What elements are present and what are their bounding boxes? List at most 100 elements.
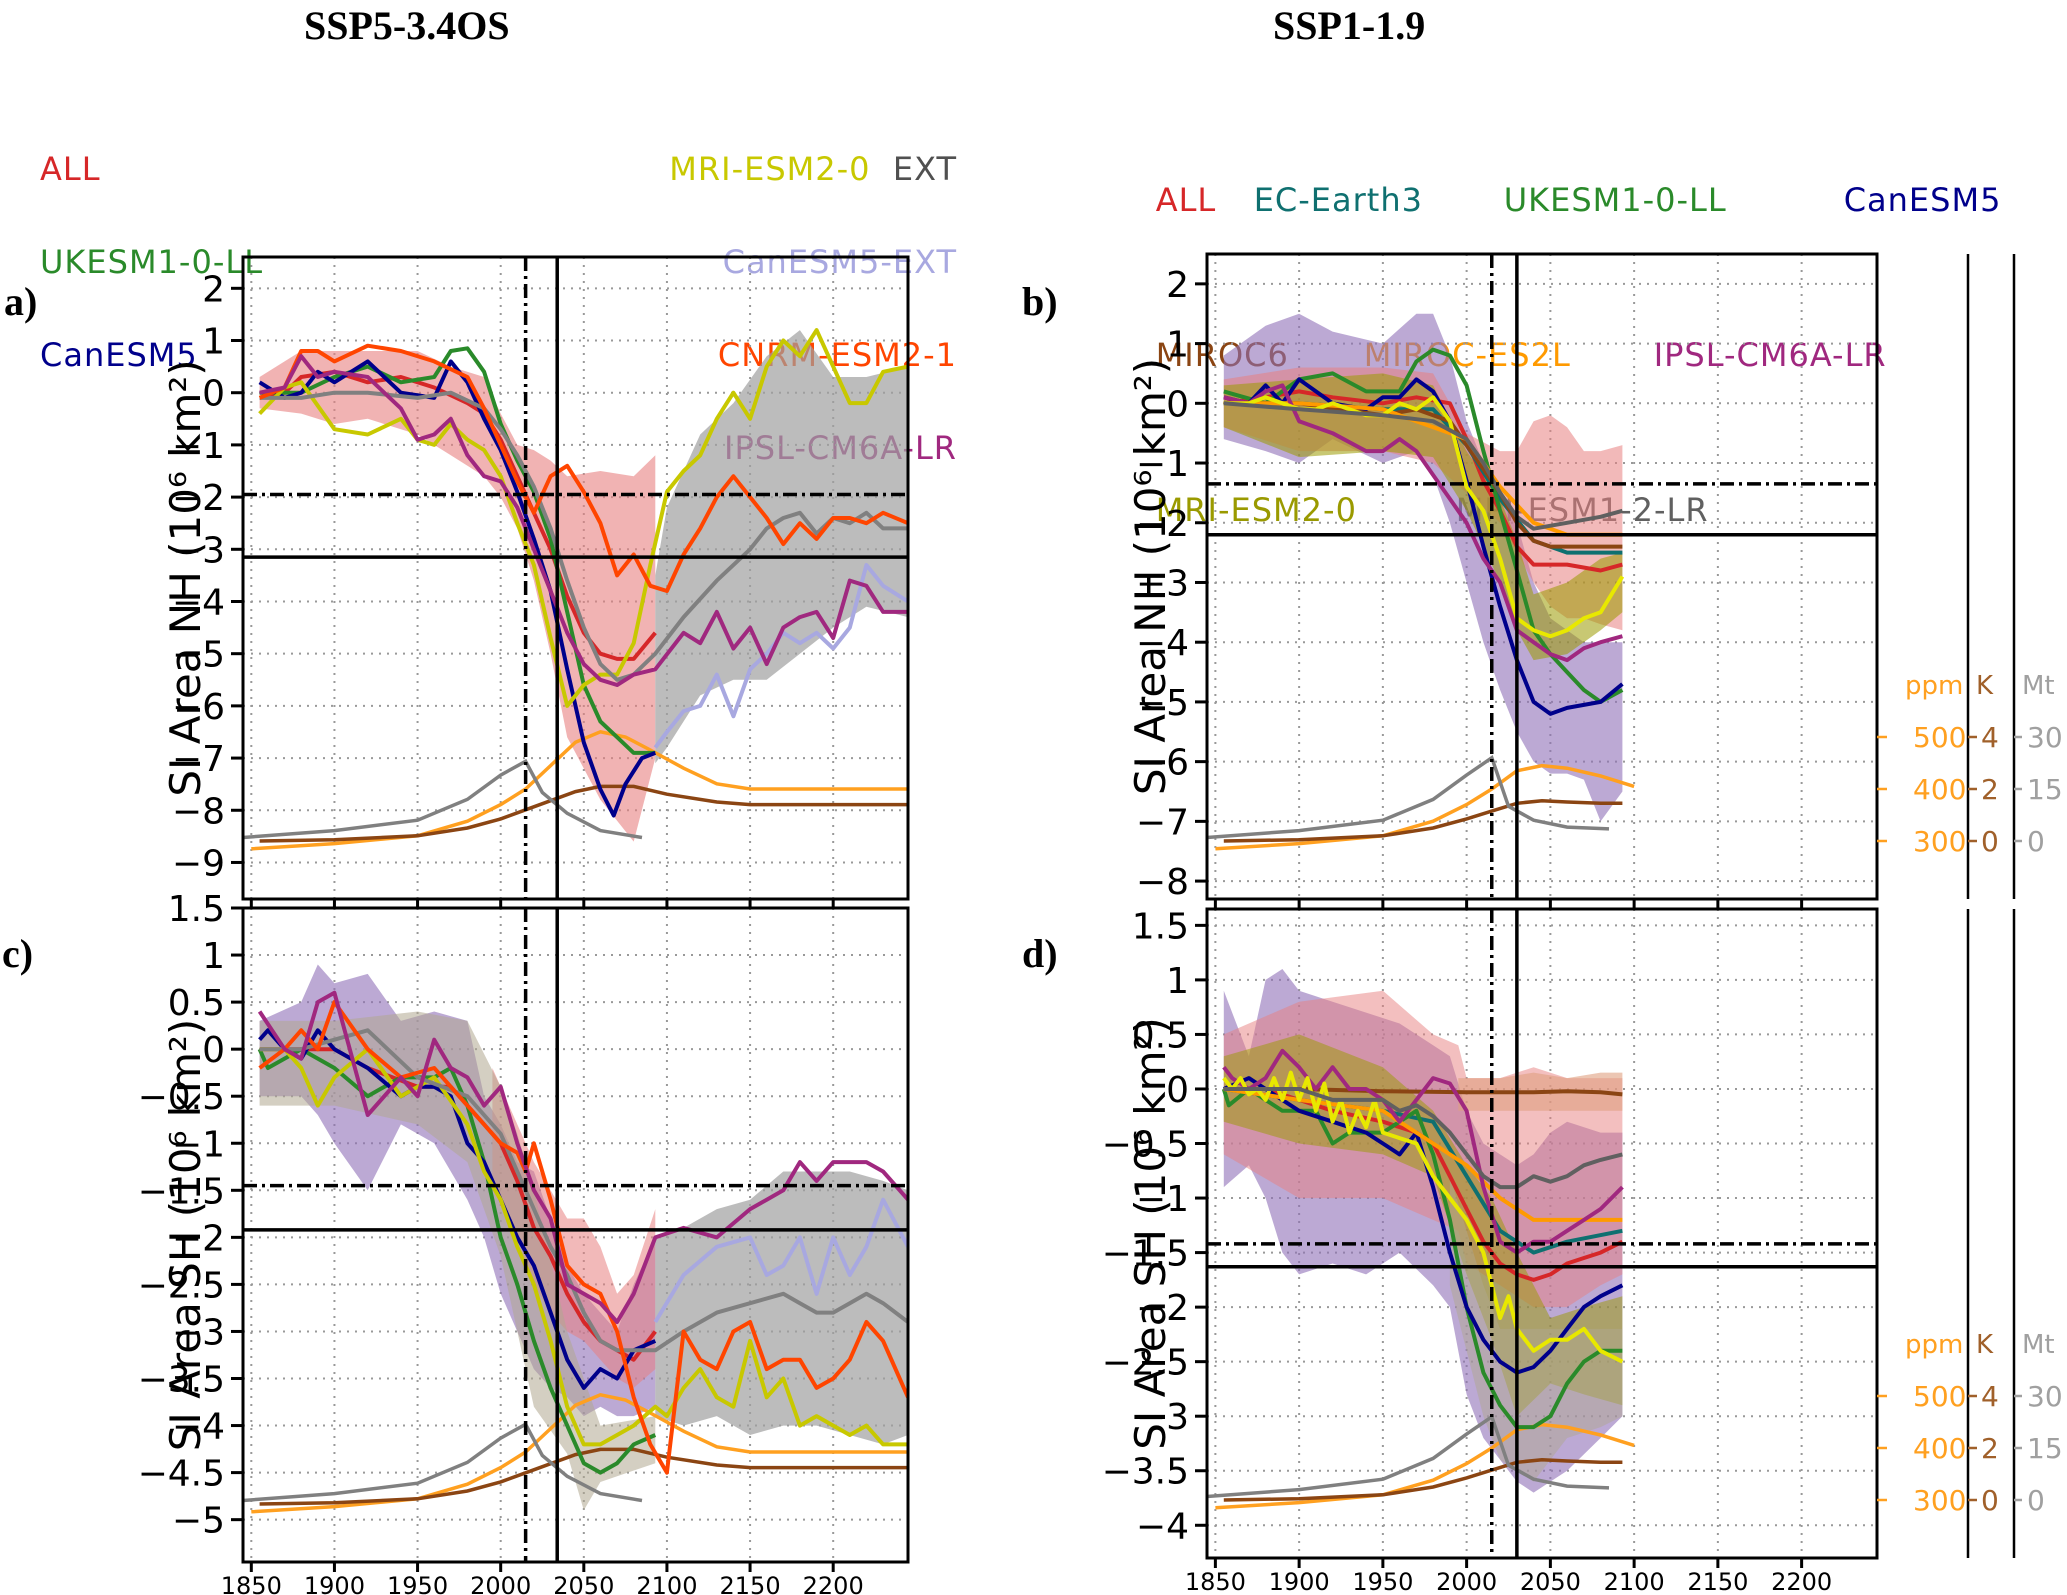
series-ukesm1-0-ll <box>1221 1087 1623 1430</box>
series-ipsl-cm6a-lr <box>259 354 908 687</box>
x-tick-label: 1900 <box>1269 1568 1330 1595</box>
x-tick-label: 2200 <box>803 1572 864 1595</box>
y-tick-label: −1.5 <box>138 1171 225 1212</box>
y-tick-label: −4.5 <box>138 1454 225 1495</box>
forcing-emis-line <box>243 1421 643 1503</box>
y-tick-label: −0.5 <box>138 1077 225 1118</box>
forcing-temp-line <box>259 784 908 843</box>
panel-label-c: c) <box>2 931 34 976</box>
temp-unit-label: K <box>1976 671 1994 701</box>
y-axis-label: SI Area SH (10⁶ km²) <box>161 1019 210 1451</box>
y-tick-label: −2 <box>1136 1288 1189 1329</box>
plot-area <box>1207 313 1635 851</box>
y-tick-label: −4 <box>1136 623 1189 664</box>
series-ukesm1-0-ll <box>1223 347 1624 704</box>
y-tick-label: −2.5 <box>1102 1343 1189 1384</box>
scenario-title-right: SSP1-1.9 <box>1273 3 1426 48</box>
panel-a: 2 1 0 −1 −2 −3 −4 −5 −6 −7 −8 −9 SI Area NH (10⁶ km²… <box>161 255 910 909</box>
x-tick-label: 1950 <box>1352 1568 1413 1595</box>
x-tick-label: 2000 <box>470 1572 531 1595</box>
x-tick-label: 1850 <box>221 1572 282 1595</box>
y-axis-label: SI Area NH (10⁶ km²) <box>1126 358 1175 795</box>
x-tick-label: 2050 <box>1520 1568 1581 1595</box>
scenario-title-left: SSP5-3.4OS <box>304 3 510 48</box>
emis-tick-label: 0 <box>2027 1484 2045 1517</box>
legend-item-ipsl: IPSL-CM6A-LR <box>1653 336 1887 374</box>
y-tick-label: 0 <box>202 374 225 415</box>
y-tick-label: 0 <box>1166 384 1189 425</box>
panel-d: 1.5 1 0.5 0 −0.5 −1 −1.5 −2 −2.5 −3 −3.5 −4 1850 1900… <box>1102 906 1879 1595</box>
y-tick-label: −8 <box>172 791 225 832</box>
y-tick-label: −3 <box>172 1312 225 1353</box>
temp-tick-label: 0 <box>1981 825 1999 858</box>
emis-tick-label: 30 <box>2027 1380 2063 1413</box>
series-ipsl-cm6a-lr <box>257 990 908 1324</box>
legend-item-cnrm: CNRM-ESM2-1 <box>717 336 957 374</box>
plot-frame <box>1205 252 1879 901</box>
co2-tick-label: 500 <box>1913 1380 1966 1413</box>
series-canesm5 <box>258 1028 657 1390</box>
y-tick-label: −6 <box>172 687 225 728</box>
co2-tick-label: 300 <box>1913 825 1966 858</box>
y-tick-label: −1.5 <box>1102 1234 1189 1275</box>
forcing-temp-line <box>259 1447 908 1506</box>
y-tick-label: 0.5 <box>1132 1015 1189 1056</box>
y-tick-label: −4 <box>172 582 225 623</box>
x-tick-label: 2150 <box>720 1572 781 1595</box>
plot-frame <box>241 906 910 1564</box>
plot-area <box>243 964 908 1514</box>
y-axis-label: SI Area NH (10⁶ km²) <box>161 359 210 796</box>
legend-item-ukesm: UKESM1-0-LL <box>40 243 264 281</box>
secondary-axes-b: ppm K Mt 500 4 30 400 2 15 300 0 0 <box>1877 254 2063 899</box>
emis-tick-label: 15 <box>2027 773 2063 806</box>
y-tick-label: −2.5 <box>138 1265 225 1306</box>
y-tick-label: 0.5 <box>168 983 225 1024</box>
temp-tick-label: 4 <box>1981 721 1999 754</box>
y-tick-label: −5 <box>172 1501 225 1542</box>
y-tick-label: −1 <box>172 426 225 467</box>
legend-item-canesm5: CanESM5 <box>40 336 198 374</box>
co2-tick-label: 300 <box>1913 1484 1966 1517</box>
plot-frame <box>1205 907 1879 1560</box>
secondary-axes-d: ppm K Mt 500 4 30 400 2 15 300 0 0 <box>1877 909 2063 1558</box>
forcing-emis-line <box>1207 755 1610 840</box>
legend-item-ukesm: UKESM1-0-LL <box>1503 181 1727 219</box>
x-tick-label: 2150 <box>1687 1568 1748 1595</box>
y-tick-label: −7 <box>172 739 225 780</box>
y-tick-label: −7 <box>1136 802 1189 843</box>
series-mri-esm2-0 <box>259 1047 908 1447</box>
y-tick-label: −3 <box>172 530 225 571</box>
x-tick-label: 1950 <box>387 1572 448 1595</box>
panel-label-b: b) <box>1022 279 1058 324</box>
y-tick-label: 1 <box>1166 961 1189 1002</box>
emis-unit-label: Mt <box>2022 671 2055 701</box>
y-tick-label: −0.5 <box>1102 1125 1189 1166</box>
series-ipsl-cm6a-lr <box>1222 1048 1624 1255</box>
y-tick-label: −1 <box>1136 444 1189 485</box>
legend-item-all: ALL <box>40 150 101 188</box>
y-tick-label: −2 <box>172 1218 225 1259</box>
y-tick-label: −5 <box>172 635 225 676</box>
series-ukesm1-0-ll <box>259 346 656 755</box>
temp-tick-label: 2 <box>1981 1432 1999 1465</box>
series-canesm5-ext <box>653 1197 908 1324</box>
y-tick-label: 1 <box>202 936 225 977</box>
y-tick-label: −3.5 <box>1102 1452 1189 1493</box>
emis-tick-label: 30 <box>2027 721 2063 754</box>
legend-item-mri: MRI-ESM2-0 <box>669 150 871 188</box>
y-tick-label: −9 <box>172 843 225 884</box>
temp-tick-label: 0 <box>1981 1484 1999 1517</box>
series-mpi-esm1-2-lr <box>1223 1087 1623 1190</box>
range-band <box>259 351 656 842</box>
series-ext <box>259 390 908 682</box>
legend-item-mri: MRI-ESM2-0 <box>1155 491 1357 529</box>
series-all <box>1223 1087 1624 1282</box>
co2-tick-label: 500 <box>1913 721 1966 754</box>
legend-item-canesm5-ext: CanESM5-EXT <box>722 243 957 281</box>
emis-tick-label: 0 <box>2027 825 2045 858</box>
temp-tick-label: 2 <box>1981 773 1999 806</box>
y-tick-label: −3.5 <box>138 1360 225 1401</box>
series-canesm5 <box>258 359 657 818</box>
y-tick-label: 1 <box>202 322 225 363</box>
